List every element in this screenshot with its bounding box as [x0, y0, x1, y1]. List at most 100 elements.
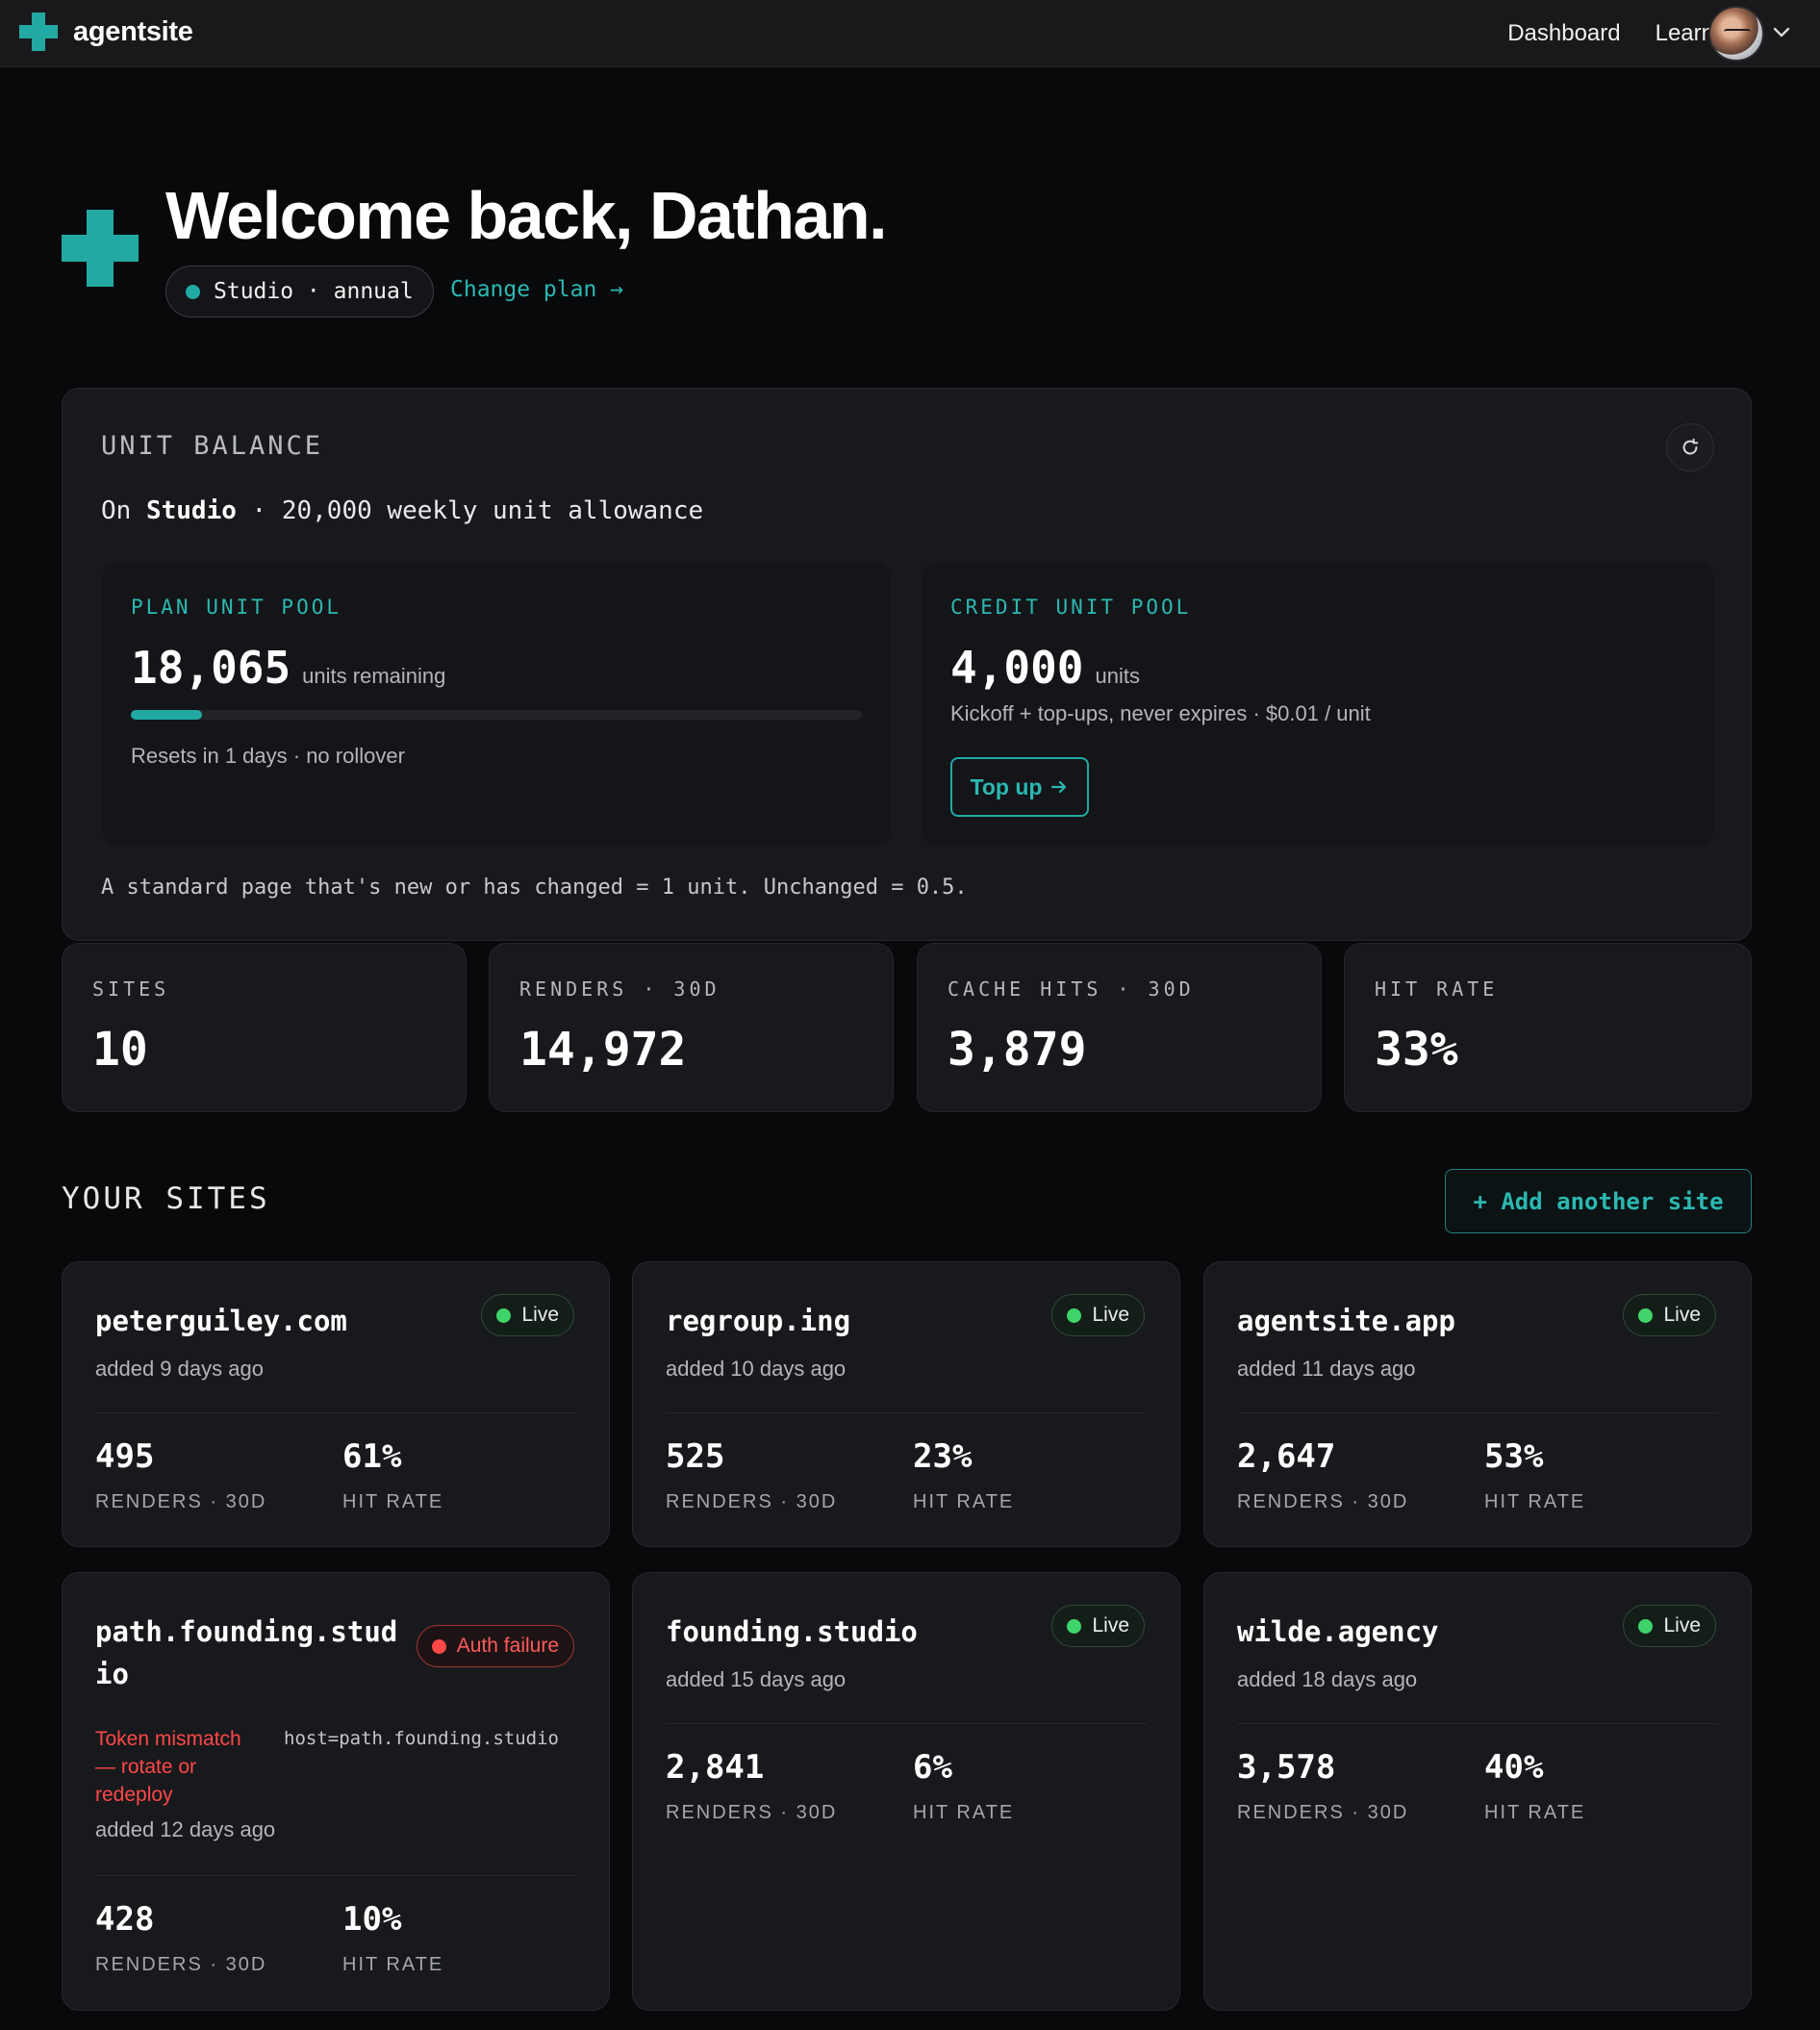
renders-label: RENDERS · 30D	[95, 1491, 267, 1512]
plan-pool-value: 18,065	[131, 642, 291, 694]
error-line: — rotate or	[95, 1756, 197, 1778]
status-dot	[1067, 1618, 1082, 1634]
status-label: Auth failure	[456, 1635, 559, 1657]
status-dot	[496, 1307, 512, 1323]
status-label: Live	[1092, 1304, 1129, 1326]
unit-balance-title: UNIT BALANCE	[101, 431, 324, 461]
plan-pool-unit: units remaining	[302, 664, 446, 688]
credit-pool-value: 4,000	[950, 642, 1084, 694]
site-added: added 10 days ago	[666, 1357, 847, 1381]
plan-pool-progress-fill	[131, 710, 202, 720]
stat-value: 10	[92, 1023, 148, 1077]
summary-plan: Studio	[145, 496, 237, 525]
status-dot	[431, 1638, 446, 1654]
renders-value: 2,647	[1237, 1437, 1336, 1476]
nav-links: Dashboard Learn	[1507, 0, 1714, 67]
stat-card-sites: SITES 10	[62, 943, 467, 1112]
status-badge: Live	[1623, 1294, 1716, 1336]
error-line: redeploy	[95, 1784, 173, 1806]
renders-label: RENDERS · 30D	[1237, 1491, 1409, 1512]
stat-label: HIT RATE	[1375, 977, 1499, 1001]
site-added: added 9 days ago	[95, 1357, 264, 1381]
nav-link-dashboard[interactable]: Dashboard	[1507, 20, 1621, 46]
nav-link-learn[interactable]: Learn	[1655, 20, 1714, 46]
credit-pool-note: Kickoff + top-ups, never expires · $0.01…	[950, 701, 1371, 725]
stat-card-hit-rate: HIT RATE 33%	[1344, 943, 1752, 1112]
plan-badge: Studio · annual	[165, 266, 434, 317]
hit-rate-value: 40%	[1484, 1748, 1544, 1787]
plan-unit-pool: PLAN UNIT POOL 18,065 units remaining Re…	[102, 563, 891, 846]
credit-pool-amount: 4,000 units	[950, 642, 1140, 694]
hit-rate-value: 6%	[913, 1748, 952, 1787]
plan-pool-progress	[131, 710, 862, 720]
host-detail: host=path.founding.studio	[284, 1728, 559, 1749]
site-name[interactable]: founding.studio	[666, 1615, 918, 1648]
unit-footnote: A standard page that's new or has change…	[101, 875, 968, 900]
hit-rate-value: 10%	[342, 1900, 402, 1939]
divider	[666, 1412, 1147, 1413]
site-card[interactable]: founding.studio Live added 15 days ago 2…	[632, 1572, 1180, 2011]
hit-rate-label: HIT RATE	[913, 1802, 1015, 1823]
site-name-line: path.founding.stud	[95, 1615, 398, 1648]
arrow-right-icon	[1051, 780, 1067, 794]
refresh-icon	[1682, 438, 1699, 455]
hit-rate-value: 53%	[1484, 1437, 1544, 1476]
site-name[interactable]: wilde.agency	[1237, 1615, 1439, 1648]
plan-pool-amount: 18,065 units remaining	[131, 642, 445, 694]
site-added: added 15 days ago	[666, 1667, 847, 1691]
status-badge: Live	[1051, 1605, 1145, 1647]
renders-value: 428	[95, 1900, 155, 1939]
stat-value: 3,879	[948, 1023, 1087, 1077]
renders-label: RENDERS · 30D	[95, 1954, 267, 1975]
plan-pool-note: Resets in 1 days · no rollover	[131, 744, 405, 768]
stat-label: CACHE HITS · 30D	[948, 977, 1195, 1001]
hit-rate-label: HIT RATE	[342, 1954, 444, 1975]
summary-suffix: · 20,000 weekly unit allowance	[236, 496, 704, 525]
brand[interactable]: agentsite	[19, 13, 193, 51]
summary-prefix: On	[101, 496, 146, 525]
status-badge: Live	[481, 1294, 574, 1336]
renders-label: RENDERS · 30D	[666, 1491, 838, 1512]
hit-rate-value: 23%	[913, 1437, 973, 1476]
plan-pool-label: PLAN UNIT POOL	[131, 596, 342, 619]
divider	[666, 1723, 1147, 1724]
site-card[interactable]: peterguiley.com Live added 9 days ago 49…	[62, 1261, 610, 1547]
status-badge: Live	[1051, 1294, 1145, 1336]
stat-label: RENDERS · 30D	[519, 977, 720, 1001]
refresh-button[interactable]	[1666, 423, 1714, 471]
chevron-down-icon[interactable]	[1770, 21, 1793, 44]
hero-cross-icon	[62, 210, 139, 287]
sites-section-title: YOUR SITES	[62, 1181, 270, 1216]
hit-rate-label: HIT RATE	[913, 1491, 1015, 1512]
hit-rate-label: HIT RATE	[342, 1491, 444, 1512]
logo-cross-icon	[19, 13, 58, 51]
renders-value: 2,841	[666, 1748, 765, 1787]
site-name-line: io	[95, 1658, 129, 1690]
credit-unit-pool: CREDIT UNIT POOL 4,000 units Kickoff + t…	[922, 563, 1714, 846]
status-badge: Live	[1623, 1605, 1716, 1647]
top-nav: agentsite Dashboard Learn	[0, 0, 1820, 67]
site-card[interactable]: agentsite.app Live added 11 days ago 2,6…	[1203, 1261, 1752, 1547]
site-card[interactable]: wilde.agency Live added 18 days ago 3,57…	[1203, 1572, 1752, 2011]
divider	[95, 1875, 576, 1876]
site-name[interactable]: agentsite.app	[1237, 1305, 1455, 1337]
status-label: Live	[521, 1304, 559, 1326]
top-up-button[interactable]: Top up	[950, 757, 1089, 817]
change-plan-link[interactable]: Change plan →	[450, 277, 624, 302]
site-card[interactable]: regroup.ing Live added 10 days ago 525 R…	[632, 1261, 1180, 1547]
site-name[interactable]: path.founding.stud io	[95, 1611, 403, 1695]
renders-value: 495	[95, 1437, 155, 1476]
renders-value: 525	[666, 1437, 725, 1476]
site-card[interactable]: path.founding.stud io Auth failure Token…	[62, 1572, 610, 2011]
site-name[interactable]: regroup.ing	[666, 1305, 851, 1337]
add-site-button[interactable]: + Add another site	[1445, 1169, 1752, 1233]
credit-pool-unit: units	[1095, 664, 1140, 688]
top-up-label: Top up	[970, 774, 1043, 799]
stat-label: SITES	[92, 977, 170, 1001]
renders-label: RENDERS · 30D	[1237, 1802, 1409, 1823]
site-name[interactable]: peterguiley.com	[95, 1305, 347, 1337]
status-badge: Auth failure	[416, 1625, 574, 1667]
user-avatar[interactable]	[1708, 6, 1764, 62]
site-added: added 12 days ago	[95, 1817, 276, 1841]
divider	[95, 1412, 576, 1413]
